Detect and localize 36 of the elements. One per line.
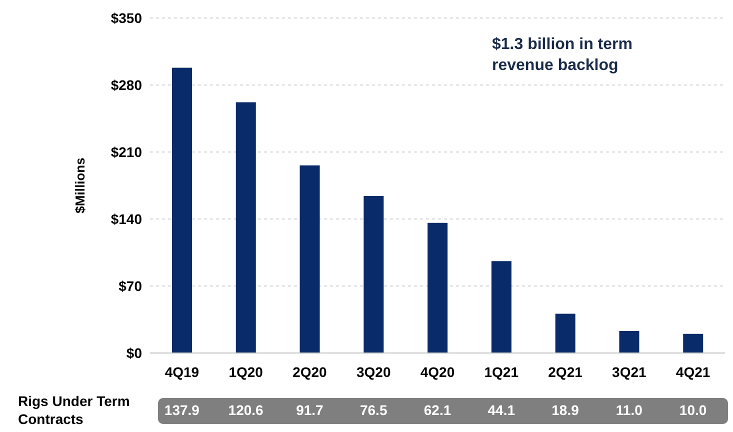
bar	[236, 102, 256, 353]
y-tick-label: $210	[110, 144, 142, 160]
x-tick-label: 2Q20	[292, 364, 328, 380]
text: 11.0	[614, 402, 644, 418]
x-tick-label: 3Q21	[612, 364, 647, 380]
y-axis-title: $Millions	[72, 158, 88, 214]
bar	[491, 261, 512, 353]
text: 62.1	[422, 402, 452, 418]
text: 18.9	[550, 402, 580, 418]
y-tick-label: $140	[110, 210, 142, 227]
x-tick-label: 1Q20	[228, 364, 264, 380]
text: 137.9	[163, 402, 200, 418]
x-tick-label: 4Q19	[164, 364, 200, 380]
x-tick-label: 2Q21	[548, 364, 583, 380]
x-tick-label: 1Q21	[484, 364, 519, 380]
x-tick-label: 3Q20	[356, 364, 391, 380]
y-tick-label: $0	[126, 344, 142, 361]
text: 44.1	[486, 402, 516, 418]
text: 120.6	[227, 402, 264, 418]
text: Rigs Under Term Contracts	[18, 392, 131, 428]
y-tick-label: $70	[118, 278, 142, 294]
bar	[683, 334, 704, 353]
annotation: $1.3 billion in term revenue backlog	[492, 35, 634, 76]
x-tick-label: 4Q20	[420, 364, 455, 380]
text: 10.0	[678, 402, 708, 418]
bar	[428, 222, 448, 353]
y-tick-label: $280	[110, 76, 142, 93]
bar	[172, 68, 192, 353]
bar	[300, 165, 320, 353]
bar	[364, 196, 384, 353]
text: 76.5	[358, 402, 388, 418]
bar	[555, 314, 576, 353]
bar	[619, 330, 640, 353]
text: 91.7	[295, 402, 324, 418]
x-tick-label: 4Q21	[676, 364, 710, 380]
y-tick-label: $350	[110, 10, 142, 26]
